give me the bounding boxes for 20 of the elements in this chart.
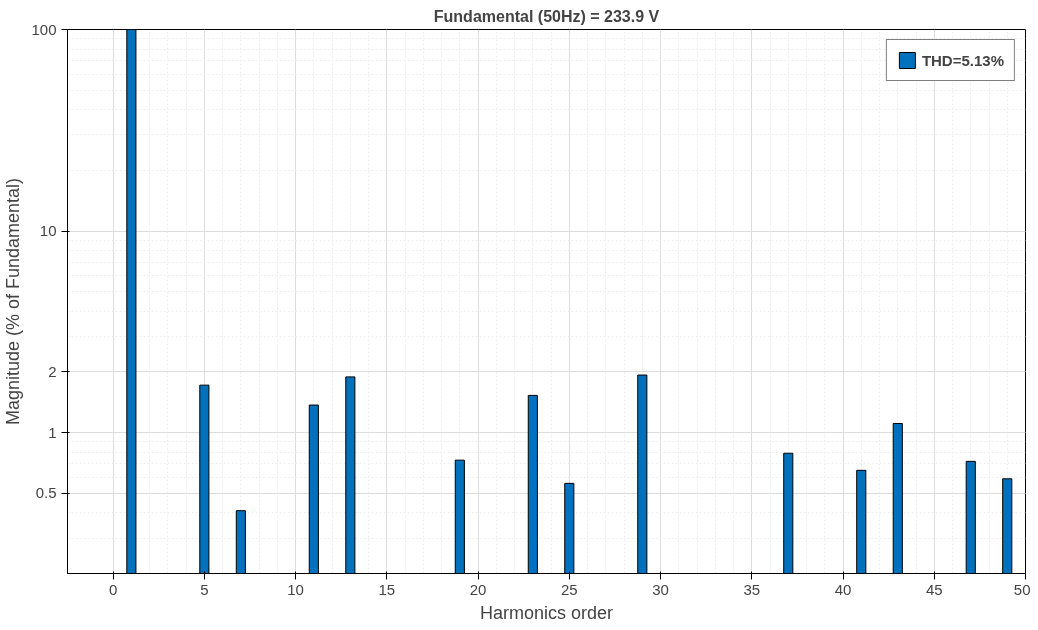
x-tick-label: 15 xyxy=(378,580,396,598)
x-tick-label: 5 xyxy=(200,580,209,598)
x-tick-label: 0 xyxy=(108,580,118,598)
legend-label: THD=5.13% xyxy=(921,51,1004,69)
y-axis-title: Magnitude (% of Fundamental) xyxy=(3,177,24,426)
y-tick-label: 2 xyxy=(48,362,57,380)
x-tick-label: 35 xyxy=(743,580,761,598)
y-tick-label: 0.5 xyxy=(35,484,57,502)
y-tick-label: 10 xyxy=(39,222,57,240)
x-tick-label: 50 xyxy=(1013,580,1031,598)
y-tick-label: 1 xyxy=(48,423,57,441)
x-tick-label: 25 xyxy=(560,580,578,598)
x-axis-title: Harmonics order xyxy=(479,602,614,623)
x-tick-label: 40 xyxy=(834,580,852,598)
x-tick-label: 45 xyxy=(925,580,943,598)
x-tick-label: 30 xyxy=(652,580,669,598)
chart-title: Fundamental (50Hz) = 233.9 V xyxy=(433,7,660,25)
y-tick-label: 100 xyxy=(31,20,57,38)
x-tick-label: 20 xyxy=(469,580,487,598)
x-tick-label: 10 xyxy=(287,580,304,598)
